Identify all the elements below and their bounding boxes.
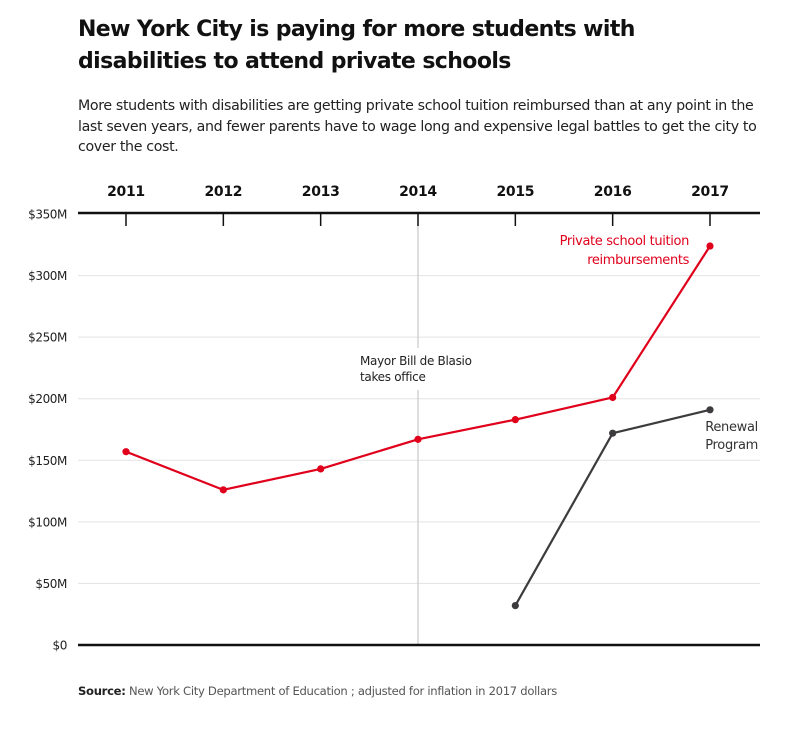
y-tick-label: $50M — [35, 577, 67, 591]
chart-subtitle: More students with disabilities are gett… — [78, 98, 757, 155]
data-point — [609, 393, 617, 402]
data-point — [511, 416, 519, 424]
chart-title: New York City is paying for more student… — [78, 17, 635, 74]
x-tick-label: 2015 — [496, 184, 534, 200]
source-note: Source: New York City Department of Educ… — [78, 684, 557, 698]
data-point — [706, 406, 714, 414]
x-tick-label: 2014 — [399, 184, 437, 200]
source-text: New York City Department of Education ; … — [128, 684, 557, 698]
gridlines — [78, 275, 760, 584]
x-tick-label: 2017 — [691, 184, 729, 200]
data-point — [317, 465, 325, 473]
series-line-renewal — [514, 408, 711, 607]
series-label-tuition: reimbursements — [587, 253, 689, 268]
series-group — [122, 242, 714, 610]
annotations: Mayor Bill de Blasio takes office — [360, 214, 472, 645]
data-point — [219, 486, 227, 494]
data-point — [122, 448, 130, 456]
annotation-text: takes office — [360, 370, 426, 384]
data-point — [511, 601, 519, 610]
x-axis: 2011 2012 2013 2014 2015 2016 2017 — [78, 184, 760, 647]
x-tick-label: 2016 — [594, 184, 632, 200]
x-tick-label: 2012 — [204, 184, 242, 200]
x-tick-label: 2011 — [107, 184, 145, 200]
y-tick-label: $200M — [28, 392, 67, 406]
y-tick-label: $250M — [28, 331, 67, 345]
data-point — [414, 435, 422, 443]
x-tick-label: 2013 — [302, 184, 340, 200]
line-chart: $0 $50M $100M $150M $200M $250M $300M $350M May… — [28, 184, 760, 653]
data-point — [609, 429, 617, 437]
source-label: Source: — [78, 684, 126, 698]
data-point — [706, 242, 714, 250]
y-tick-label: $300M — [28, 269, 67, 283]
series-label-renewal: Renewal — [705, 420, 758, 435]
series-labels: Private school tuition reimbursements Rene… — [560, 234, 759, 453]
series-label-tuition: Private school tuition — [560, 234, 690, 249]
y-tick-label: $100M — [28, 515, 67, 529]
annotation-text: Mayor Bill de Blasio — [360, 354, 472, 368]
series-label-renewal: Program — [705, 438, 758, 453]
y-tick-label: $0 — [53, 639, 67, 653]
y-axis-ticks: $0 $50M $100M $150M $200M $250M $300M $350M — [28, 208, 67, 653]
y-tick-label: $350M — [28, 208, 67, 222]
y-tick-label: $150M — [28, 454, 67, 468]
